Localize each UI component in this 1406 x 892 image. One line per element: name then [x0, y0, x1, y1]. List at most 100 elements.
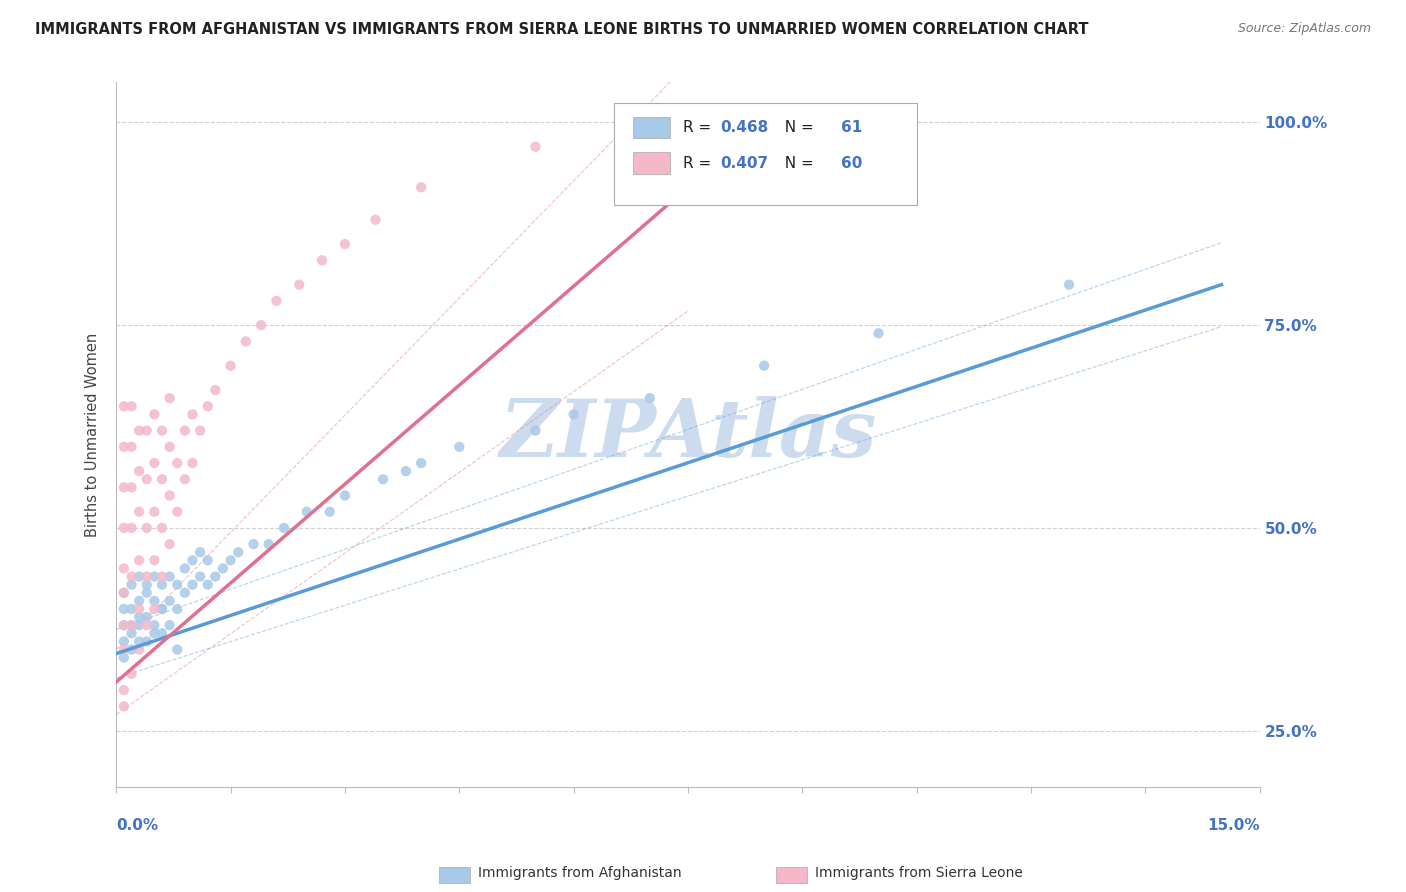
- Point: [166, 456, 188, 470]
- Point: [128, 569, 150, 583]
- Point: [112, 602, 135, 616]
- Point: [524, 140, 547, 154]
- Point: [288, 277, 311, 292]
- Point: [1057, 277, 1080, 292]
- Text: 0.407: 0.407: [720, 155, 768, 170]
- Point: [166, 642, 188, 657]
- Point: [311, 253, 333, 268]
- Point: [173, 586, 195, 600]
- Point: [166, 602, 188, 616]
- Point: [112, 440, 135, 454]
- Point: [411, 180, 433, 194]
- Point: [166, 577, 188, 591]
- Point: [219, 553, 242, 567]
- Point: [112, 642, 135, 657]
- Point: [128, 642, 150, 657]
- Point: [143, 408, 166, 422]
- Point: [250, 318, 273, 333]
- Point: [219, 359, 242, 373]
- Text: N =: N =: [775, 120, 818, 136]
- Point: [121, 569, 143, 583]
- Point: [143, 618, 166, 632]
- Point: [197, 399, 219, 413]
- Point: [112, 521, 135, 535]
- Point: [135, 618, 157, 632]
- Point: [112, 618, 135, 632]
- Point: [159, 537, 181, 551]
- Point: [150, 577, 173, 591]
- Text: Source: ZipAtlas.com: Source: ZipAtlas.com: [1237, 22, 1371, 36]
- Point: [173, 472, 195, 486]
- Point: [181, 553, 204, 567]
- Point: [197, 553, 219, 567]
- Point: [159, 391, 181, 405]
- Text: ZIPAtlas: ZIPAtlas: [499, 396, 876, 474]
- Point: [128, 618, 150, 632]
- Point: [173, 561, 195, 575]
- Text: Immigrants from Afghanistan: Immigrants from Afghanistan: [478, 866, 682, 880]
- Text: 15.0%: 15.0%: [1206, 818, 1260, 833]
- Point: [112, 618, 135, 632]
- Point: [188, 569, 211, 583]
- Point: [257, 537, 280, 551]
- Point: [197, 577, 219, 591]
- Point: [143, 456, 166, 470]
- Point: [166, 505, 188, 519]
- Point: [128, 505, 150, 519]
- Point: [128, 594, 150, 608]
- Point: [143, 602, 166, 616]
- Point: [112, 650, 135, 665]
- Point: [150, 626, 173, 640]
- Text: 0.468: 0.468: [720, 120, 768, 136]
- Point: [135, 424, 157, 438]
- Text: R =: R =: [683, 155, 717, 170]
- Point: [121, 618, 143, 632]
- Point: [204, 569, 226, 583]
- Point: [135, 569, 157, 583]
- Point: [333, 237, 356, 252]
- Point: [159, 569, 181, 583]
- Point: [562, 408, 585, 422]
- Point: [212, 561, 235, 575]
- Point: [121, 480, 143, 494]
- Point: [121, 521, 143, 535]
- Point: [112, 634, 135, 648]
- Point: [204, 383, 226, 397]
- Point: [159, 440, 181, 454]
- Point: [449, 440, 471, 454]
- Point: [121, 577, 143, 591]
- Y-axis label: Births to Unmarried Women: Births to Unmarried Women: [86, 333, 100, 537]
- Point: [638, 391, 661, 405]
- Point: [159, 488, 181, 502]
- Point: [128, 464, 150, 478]
- Point: [121, 626, 143, 640]
- Point: [128, 634, 150, 648]
- Point: [173, 424, 195, 438]
- Point: [395, 464, 418, 478]
- Point: [143, 569, 166, 583]
- Point: [112, 586, 135, 600]
- Point: [121, 642, 143, 657]
- Point: [128, 602, 150, 616]
- Point: [150, 521, 173, 535]
- Point: [181, 456, 204, 470]
- Point: [295, 505, 318, 519]
- Point: [112, 699, 135, 714]
- Point: [159, 618, 181, 632]
- Text: IMMIGRANTS FROM AFGHANISTAN VS IMMIGRANTS FROM SIERRA LEONE BIRTHS TO UNMARRIED : IMMIGRANTS FROM AFGHANISTAN VS IMMIGRANT…: [35, 22, 1088, 37]
- Text: 61: 61: [841, 120, 862, 136]
- Point: [112, 683, 135, 698]
- Text: 0.0%: 0.0%: [117, 818, 159, 833]
- Text: R =: R =: [683, 120, 717, 136]
- Point: [235, 334, 257, 349]
- Point: [181, 577, 204, 591]
- Point: [333, 488, 356, 502]
- Point: [143, 553, 166, 567]
- Point: [188, 545, 211, 559]
- Point: [135, 472, 157, 486]
- Point: [112, 561, 135, 575]
- Point: [135, 521, 157, 535]
- Point: [242, 537, 264, 551]
- Point: [273, 521, 295, 535]
- Point: [128, 610, 150, 624]
